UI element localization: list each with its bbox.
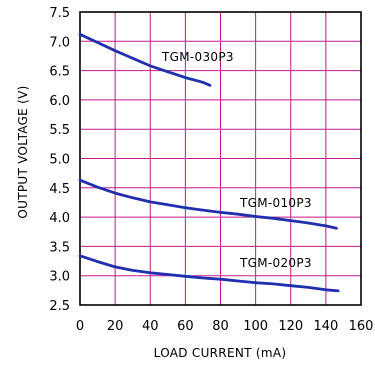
series-label: TGM-030P3 (161, 50, 234, 64)
x-tick-label: 120 (278, 319, 303, 334)
series-label: TGM-020P3 (239, 256, 312, 270)
y-tick-label: 7.0 (49, 35, 70, 50)
series-line-tgm-020p3 (78, 254, 340, 293)
y-axis-title: OUTPUT VOLTAGE (V) (16, 85, 30, 218)
x-tick-label: 40 (142, 319, 159, 334)
plot-frame (79, 11, 362, 306)
y-tick-label: 6.5 (49, 65, 70, 80)
series-labels: TGM-030P3 TGM-010P3 TGM-020P3 (161, 50, 312, 270)
x-tick-label: 160 (349, 319, 374, 334)
x-tick-label: 100 (243, 319, 268, 334)
series-line-tgm-010p3 (78, 178, 338, 230)
x-tick-label: 0 (76, 319, 84, 334)
x-tick-labels: 0 20 40 60 80 100 120 140 160 (76, 319, 374, 334)
x-tick-label: 80 (212, 319, 229, 334)
y-tick-label: 3.0 (49, 270, 70, 285)
y-tick-label: 5.0 (49, 153, 70, 168)
y-tick-label: 3.5 (49, 240, 70, 255)
y-tick-label: 2.5 (49, 299, 70, 314)
y-tick-label: 7.5 (49, 6, 70, 21)
x-axis-title: LOAD CURRENT (mA) (154, 346, 287, 360)
grid (80, 12, 361, 305)
series-label: TGM-010P3 (239, 196, 312, 210)
y-tick-label: 4.0 (49, 211, 70, 226)
y-tick-label: 5.5 (49, 123, 70, 138)
x-tick-label: 20 (107, 319, 124, 334)
series-line-tgm-030p3 (78, 32, 212, 87)
x-tick-label: 140 (313, 319, 338, 334)
y-tick-labels: 2.5 3.0 3.5 4.0 4.5 5.0 5.5 6.0 6.5 7.0 7.5 (49, 6, 70, 314)
y-tick-label: 4.5 (49, 182, 70, 197)
y-tick-label: 6.0 (49, 94, 70, 109)
x-tick-label: 60 (177, 319, 194, 334)
series-lines (78, 32, 340, 293)
